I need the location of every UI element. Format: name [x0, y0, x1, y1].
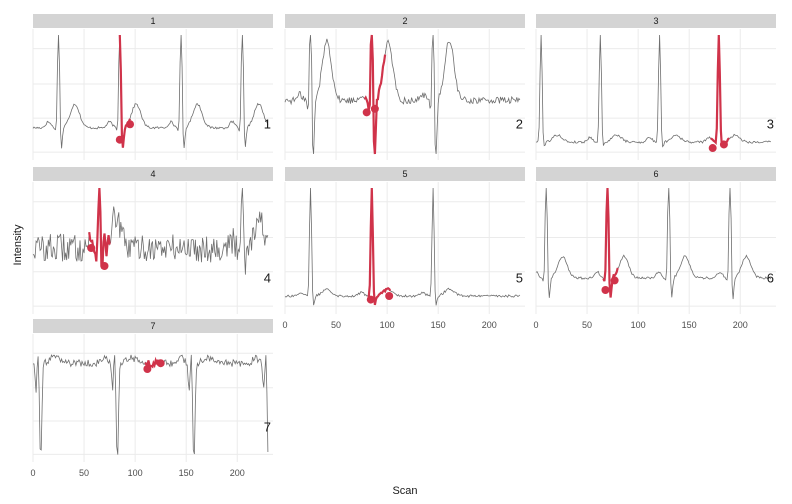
- x-tick-label: 50: [582, 320, 592, 330]
- series-line-3: [535, 34, 771, 148]
- x-tick-label: 200: [230, 468, 245, 478]
- x-tick-label: 150: [682, 320, 697, 330]
- panel-number-7: 7: [264, 419, 271, 434]
- panel-2: 22: [284, 14, 525, 160]
- facet-strip-1: [33, 14, 273, 28]
- highlight-point-3-2: [719, 140, 728, 149]
- highlight-point-6-2: [610, 276, 619, 285]
- x-tick-label: 50: [79, 468, 89, 478]
- facet-strip-label-6: 6: [653, 169, 658, 179]
- panel-number-4: 4: [264, 270, 271, 285]
- facet-strip-label-4: 4: [150, 169, 155, 179]
- panel-5: 550 50 100 150 200: [282, 167, 525, 330]
- x-tick-label: 150: [431, 320, 446, 330]
- panel-7: 7 7 0 50 100 150 200: [30, 319, 273, 478]
- highlight-segment-5: [367, 187, 392, 306]
- panel-number-6: 6: [767, 270, 774, 285]
- series-line-5: [284, 187, 521, 306]
- panel-3: 33: [535, 14, 776, 160]
- panel-number-3: 3: [767, 117, 774, 132]
- panel-6: 6 6 0 50 100 150 200: [533, 167, 776, 330]
- panel-number-1: 1: [264, 117, 271, 132]
- highlight-point-7-1: [143, 365, 152, 373]
- series-line-2: [284, 34, 521, 155]
- facet-strip-label-2: 2: [402, 16, 407, 26]
- x-tick-label: 0: [533, 320, 538, 330]
- x-tick-label: 100: [380, 320, 395, 330]
- x-tick-label: 200: [733, 320, 748, 330]
- highlight-point-4-2: [100, 262, 109, 270]
- highlight-segment-2: [363, 34, 387, 155]
- highlight-point-5-1: [366, 295, 375, 304]
- x-tick-label: 0: [282, 320, 287, 330]
- highlight-point-4-1: [87, 244, 96, 252]
- highlight-point-5-2: [385, 292, 394, 300]
- highlight-segment-6: [602, 187, 619, 298]
- x-tick-label: 200: [482, 320, 497, 330]
- x-tick-label: 100: [631, 320, 646, 330]
- highlight-segment-3: [710, 34, 730, 148]
- series-line-4: [32, 187, 269, 275]
- x-tick-label: 150: [179, 468, 194, 478]
- facet-strip-4: [33, 167, 273, 181]
- highlight-segment-1: [118, 34, 132, 148]
- x-tick-label: 100: [128, 468, 143, 478]
- panel-4: 44: [32, 167, 273, 314]
- series-line-1: [32, 34, 269, 149]
- y-axis-title: Intensity: [12, 224, 24, 265]
- panel-number-2: 2: [516, 117, 523, 132]
- x-tick-label: 50: [331, 320, 341, 330]
- highlight-point-2-1: [362, 108, 371, 117]
- facet-strip-label-7: 7: [150, 321, 155, 331]
- panel-1: 11: [32, 14, 273, 160]
- facet-strip-label-5: 5: [402, 169, 407, 179]
- x-axis-title: Scan: [392, 485, 417, 497]
- highlight-point-1-2: [126, 120, 135, 129]
- facet-strip-5: [285, 167, 525, 181]
- facet-strip-6: [536, 167, 776, 181]
- facet-strip-3: [536, 14, 776, 28]
- facet-strip-label-1: 1: [150, 16, 155, 26]
- highlight-segment-4: [88, 187, 111, 269]
- highlight-point-1-1: [115, 135, 124, 144]
- highlight-point-2-2: [370, 104, 379, 113]
- facet-strip-2: [285, 14, 525, 28]
- facet-strip-7: [33, 319, 273, 333]
- series-line-6: [535, 187, 772, 300]
- x-tick-label: 0: [30, 468, 35, 478]
- highlight-point-3-1: [708, 144, 717, 153]
- facet-strip-label-3: 3: [653, 16, 658, 26]
- panel-number-5: 5: [516, 270, 523, 285]
- highlight-point-6-1: [601, 286, 610, 294]
- highlight-point-7-2: [156, 359, 165, 368]
